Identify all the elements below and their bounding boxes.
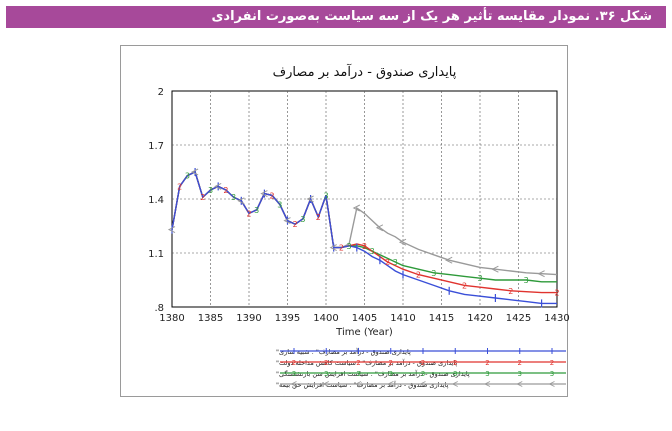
series-marker-2: 2 xyxy=(554,289,559,298)
legend-marker-3: 3 xyxy=(518,370,522,378)
y-tick-label: .8 xyxy=(154,303,164,314)
series-marker-2: 2 xyxy=(385,258,390,267)
series-marker-4 xyxy=(352,204,361,212)
series-marker-3: 3 xyxy=(477,274,482,283)
legend-marker-4 xyxy=(483,381,491,387)
series-marker-2: 2 xyxy=(177,182,182,191)
chart-title: پایداری صندوق - درآمد بر مصارف xyxy=(273,63,457,80)
series-marker-4 xyxy=(214,182,222,190)
series-marker-4 xyxy=(306,195,314,203)
x-tick-label: 1380 xyxy=(159,313,184,324)
y-tick-label: 2 xyxy=(158,87,164,98)
legend-marker-4 xyxy=(451,381,458,387)
legend-marker-3: 3 xyxy=(550,370,554,378)
series-marker-2: 2 xyxy=(508,287,513,296)
legend-marker-3: 3 xyxy=(485,370,489,378)
series-marker-3: 3 xyxy=(185,172,190,181)
legend-marker-3: 3 xyxy=(356,370,360,378)
x-tick-label: 1415 xyxy=(429,313,454,324)
series-marker-2: 2 xyxy=(246,209,251,218)
y-tick-label: 1.1 xyxy=(148,249,164,260)
series-marker-4 xyxy=(260,190,268,198)
series-marker-3: 3 xyxy=(254,206,259,215)
legend-marker-2: 2 xyxy=(324,359,328,367)
legend-marker-4 xyxy=(516,381,523,387)
series-marker-3: 3 xyxy=(208,186,213,195)
x-axis-label: Time (Year) xyxy=(335,327,393,338)
series-marker-2: 2 xyxy=(200,193,205,202)
series-marker-4 xyxy=(537,270,545,278)
series-marker-3: 3 xyxy=(277,200,282,209)
legend-marker-3: 3 xyxy=(389,370,393,378)
series-marker-2: 2 xyxy=(270,191,275,200)
series-marker-3: 3 xyxy=(431,269,436,278)
legend-marker-2: 2 xyxy=(550,359,554,367)
series-marker-2: 2 xyxy=(462,281,467,290)
legend-marker-2: 2 xyxy=(389,359,393,367)
series-marker-2: 2 xyxy=(416,271,421,280)
series-marker-3: 3 xyxy=(370,247,375,256)
legend-marker-3: 3 xyxy=(453,370,457,378)
legend-marker-4 xyxy=(419,381,426,387)
series-marker-2: 2 xyxy=(316,213,321,222)
y-tick-label: 1.4 xyxy=(148,195,164,206)
x-tick-label: 1420 xyxy=(467,313,492,324)
legend-marker-4 xyxy=(548,381,555,387)
x-tick-label: 1410 xyxy=(390,313,415,324)
x-tick-label: 1430 xyxy=(544,313,569,324)
legend-marker-2: 2 xyxy=(421,359,425,367)
legend-marker-3: 3 xyxy=(324,370,328,378)
legend-marker-2: 2 xyxy=(356,359,360,367)
series-marker-4 xyxy=(375,224,384,232)
series-marker-3: 3 xyxy=(393,258,398,267)
legend-marker-4 xyxy=(387,381,394,387)
series-marker-2: 2 xyxy=(339,244,344,253)
legend-marker-2: 2 xyxy=(292,359,296,367)
x-tick-label: 1425 xyxy=(506,313,531,324)
x-tick-label: 1405 xyxy=(352,313,377,324)
legend-marker-4 xyxy=(290,381,297,387)
series-marker-4 xyxy=(237,197,245,205)
series-marker-3: 3 xyxy=(323,191,328,200)
legend-marker-2: 2 xyxy=(485,359,489,367)
x-tick-label: 1400 xyxy=(313,313,338,324)
legend-marker-4 xyxy=(322,381,329,387)
series-marker-4 xyxy=(329,244,337,252)
legend-marker-3: 3 xyxy=(421,370,425,378)
series-marker-3: 3 xyxy=(347,242,352,251)
series-marker-4 xyxy=(167,226,176,234)
series-line-1 xyxy=(171,171,557,305)
series-marker-4 xyxy=(445,256,453,264)
series-marker-2: 2 xyxy=(293,220,298,229)
series-marker-2: 2 xyxy=(223,186,228,195)
x-tick-label: 1395 xyxy=(275,313,300,324)
series-marker-3: 3 xyxy=(231,193,236,202)
series-marker-3: 3 xyxy=(300,215,305,224)
series-marker-4 xyxy=(491,265,499,273)
legend-marker-3: 3 xyxy=(292,370,296,378)
legend-marker-4 xyxy=(354,381,362,387)
series-marker-4 xyxy=(190,168,199,176)
series-marker-4 xyxy=(283,217,291,225)
x-tick-label: 1390 xyxy=(236,313,261,324)
figure-caption: شکل ۳۶. نمودار مقایسه تأثیر هر یک از سه … xyxy=(6,6,666,28)
series-marker-4 xyxy=(398,238,407,246)
y-tick-label: 1.7 xyxy=(148,141,164,152)
legend-marker-2: 2 xyxy=(453,359,457,367)
series-marker-3: 3 xyxy=(524,276,529,285)
series-marker-2: 2 xyxy=(362,242,367,251)
legend-marker-2: 2 xyxy=(518,359,522,367)
x-tick-label: 1385 xyxy=(198,313,223,324)
